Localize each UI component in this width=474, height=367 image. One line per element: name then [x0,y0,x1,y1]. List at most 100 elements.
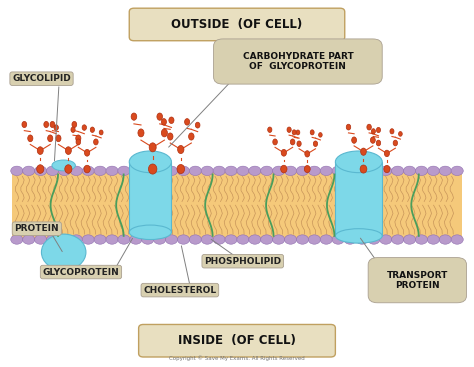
Text: PROTEIN: PROTEIN [15,224,59,233]
Ellipse shape [178,145,184,154]
Ellipse shape [22,121,27,128]
Circle shape [439,235,451,244]
Circle shape [118,235,130,244]
Circle shape [35,166,47,175]
Ellipse shape [376,127,381,132]
Ellipse shape [292,130,296,135]
Circle shape [344,166,356,175]
Ellipse shape [360,165,367,173]
Circle shape [70,235,82,244]
Circle shape [23,166,35,175]
Ellipse shape [390,129,394,134]
Text: GLYCOPROTEIN: GLYCOPROTEIN [43,268,119,277]
Circle shape [70,166,82,175]
Circle shape [320,235,332,244]
Circle shape [106,166,118,175]
Circle shape [189,166,201,175]
Circle shape [356,235,368,244]
Text: CHOLESTEROL: CHOLESTEROL [143,286,217,295]
Ellipse shape [93,139,98,145]
Ellipse shape [273,139,277,145]
Ellipse shape [304,166,310,172]
FancyBboxPatch shape [129,162,172,232]
Ellipse shape [167,133,173,140]
Ellipse shape [336,151,382,172]
Ellipse shape [336,229,382,243]
Circle shape [165,235,178,244]
Circle shape [380,235,392,244]
Ellipse shape [71,127,75,132]
Ellipse shape [47,135,53,142]
Ellipse shape [161,129,167,137]
Ellipse shape [27,135,33,142]
Text: GLYCOLIPID: GLYCOLIPID [12,74,71,83]
Ellipse shape [161,119,166,125]
Circle shape [356,166,368,175]
Circle shape [332,235,344,244]
Ellipse shape [189,133,194,140]
Text: Copyright © Save My Exams. All Rights Reserved: Copyright © Save My Exams. All Rights Re… [169,355,305,361]
Ellipse shape [346,124,351,130]
Circle shape [189,235,201,244]
Circle shape [213,235,225,244]
Text: PHOSPHOLIPID: PHOSPHOLIPID [204,257,282,266]
Circle shape [142,166,154,175]
Circle shape [58,235,71,244]
Ellipse shape [65,147,72,155]
Ellipse shape [84,165,90,173]
Ellipse shape [76,139,81,145]
Circle shape [296,166,309,175]
Circle shape [261,166,273,175]
Text: CARBOHYDRATE PART
OF  GLYCOPROTEIN: CARBOHYDRATE PART OF GLYCOPROTEIN [243,52,353,71]
Circle shape [273,235,285,244]
Circle shape [177,235,190,244]
Circle shape [94,166,106,175]
Ellipse shape [50,121,55,128]
Ellipse shape [129,225,172,240]
Ellipse shape [297,141,301,146]
Circle shape [237,166,249,175]
Ellipse shape [177,164,184,174]
Ellipse shape [157,113,163,120]
FancyBboxPatch shape [368,258,466,303]
Circle shape [46,166,59,175]
Ellipse shape [195,122,200,128]
Circle shape [46,235,59,244]
Circle shape [154,166,166,175]
Ellipse shape [90,127,94,132]
Text: OUTSIDE  (OF CELL): OUTSIDE (OF CELL) [172,18,302,31]
Circle shape [273,166,285,175]
Circle shape [82,235,94,244]
Circle shape [451,235,463,244]
Circle shape [11,235,23,244]
Circle shape [165,166,178,175]
Circle shape [332,166,344,175]
Circle shape [403,166,416,175]
Circle shape [296,235,309,244]
Ellipse shape [76,135,81,142]
Circle shape [403,235,416,244]
Ellipse shape [99,130,103,135]
Circle shape [94,235,106,244]
Ellipse shape [310,130,314,135]
Ellipse shape [296,130,300,135]
Circle shape [308,166,320,175]
Ellipse shape [313,141,318,146]
Ellipse shape [41,234,86,270]
Circle shape [249,166,261,175]
Circle shape [225,166,237,175]
Ellipse shape [361,148,366,155]
Ellipse shape [44,121,49,128]
Ellipse shape [370,137,375,143]
Ellipse shape [291,139,295,145]
Circle shape [35,235,47,244]
Circle shape [284,166,297,175]
Ellipse shape [148,164,157,174]
Ellipse shape [384,150,390,157]
Ellipse shape [287,127,291,132]
Ellipse shape [84,149,90,156]
Circle shape [427,166,439,175]
Circle shape [451,166,463,175]
Circle shape [130,166,142,175]
FancyBboxPatch shape [214,39,382,84]
